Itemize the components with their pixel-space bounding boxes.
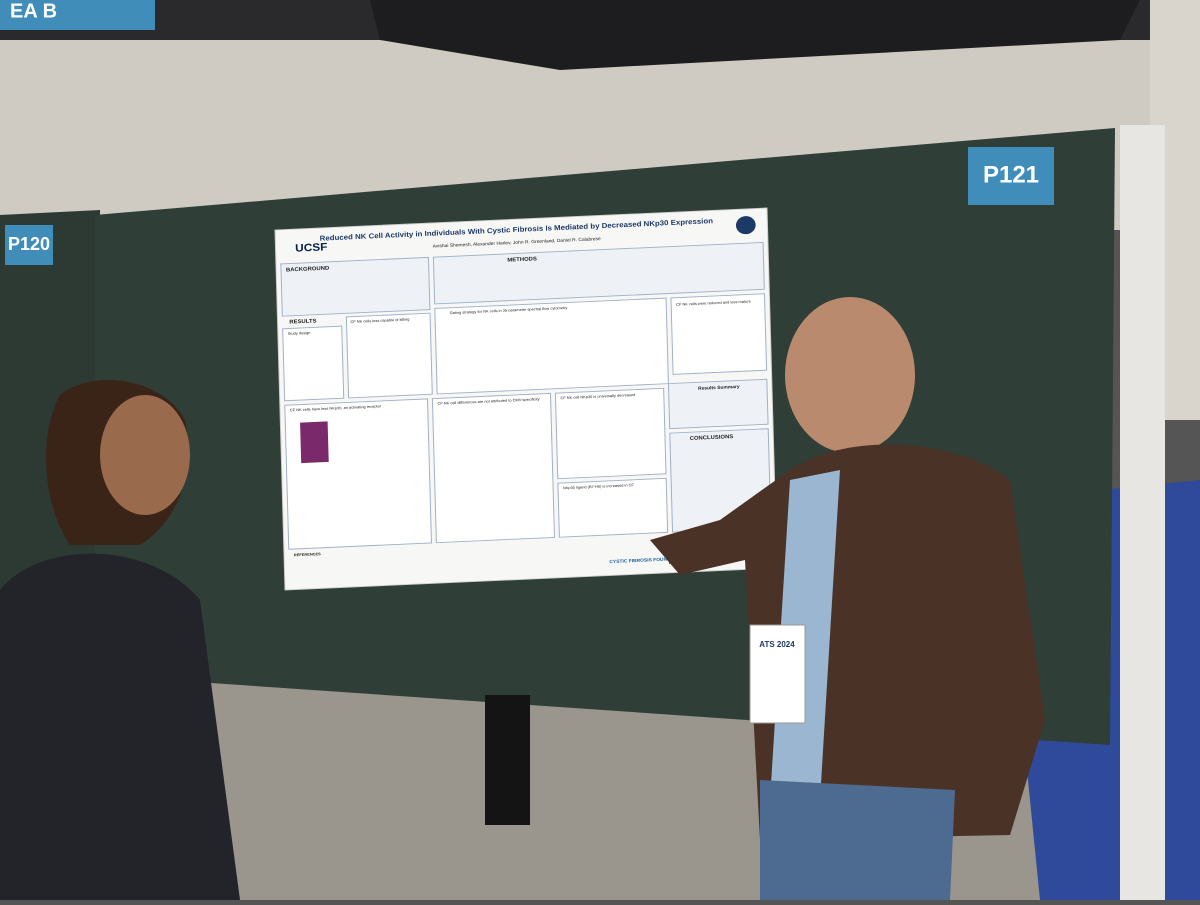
panel-title: CF NK cell NKp30 is universally decrease… (560, 393, 635, 400)
panel-title: NKp30 ligand (B7-H6) is increased in CF (563, 483, 635, 490)
area-sign-text: EA B (10, 0, 57, 22)
area-sign (0, 0, 155, 30)
truss (370, 0, 1140, 70)
section-heading: REFERENCES (294, 552, 321, 557)
board-tag-right (968, 147, 1054, 205)
board-number: P121 (983, 161, 1039, 188)
section-heading: BACKGROUND (286, 266, 329, 274)
section-heading: Results Summary (698, 384, 740, 391)
va-seal (735, 216, 756, 235)
poster: UCSF Reduced NK Cell Activity in Individ… (274, 207, 778, 591)
badge-text: ATS 2024 (759, 640, 795, 649)
board-number: P120 (8, 234, 50, 254)
panel-title: Gating strategy for NK cells in 35-param… (450, 306, 568, 315)
legs (485, 695, 530, 825)
panel-title: CF NK cells less capable of killing (350, 318, 409, 324)
person-right: ATS 2024 (650, 297, 1045, 900)
pillar (1120, 125, 1165, 900)
section-heading: CONCLUSIONS (690, 434, 734, 442)
poster-logo: UCSF (295, 242, 328, 255)
section-heading: RESULTS (289, 319, 316, 326)
panel-title: CF NK cells have less NKp30, an activati… (290, 404, 382, 412)
section-heading: METHODS (507, 256, 537, 263)
panel-title: Study design (288, 331, 311, 336)
panel-title: CF NK cell differences are not attribute… (437, 397, 539, 405)
person-left (0, 380, 240, 900)
panel-title: CF NK cells were reduced and less mature (676, 300, 751, 307)
sponsor: CYSTIC FIBROSIS FOUNDATION (609, 556, 686, 564)
board-tag-left (5, 225, 53, 265)
